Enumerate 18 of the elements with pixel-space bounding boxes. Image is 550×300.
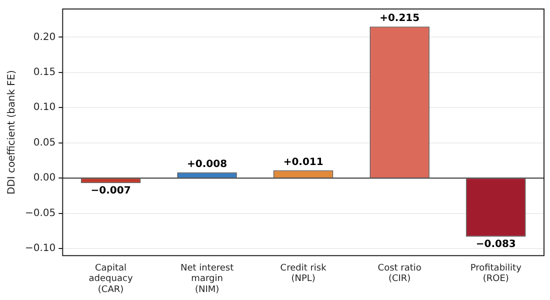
y-tick-label: 0.00 bbox=[33, 172, 56, 184]
x-tick-label: Net interest margin (NIM) bbox=[180, 263, 234, 295]
y-tick-label: 0.15 bbox=[33, 67, 56, 78]
y-tick-label: 0.05 bbox=[33, 137, 56, 148]
x-tick-label: Credit risk (NPL) bbox=[280, 263, 328, 284]
data-label: +0.215 bbox=[380, 13, 420, 24]
y-axis-title: DDI coefficient (bank FE) bbox=[6, 70, 18, 195]
x-tick-label: Capital adequacy (CAR) bbox=[88, 263, 134, 295]
data-label: −0.083 bbox=[476, 239, 516, 250]
x-tick-label: Profitability (ROE) bbox=[470, 263, 522, 284]
data-label: +0.011 bbox=[283, 156, 324, 168]
y-tick-label: −0.05 bbox=[24, 208, 56, 219]
x-tick-label: Cost ratio (CIR) bbox=[378, 263, 422, 284]
data-label: +0.008 bbox=[187, 159, 228, 170]
y-tick-label: 0.20 bbox=[33, 32, 56, 43]
y-tick-label: −0.10 bbox=[24, 243, 56, 254]
y-tick-label: 0.10 bbox=[33, 102, 56, 114]
data-label: −0.007 bbox=[90, 186, 131, 197]
